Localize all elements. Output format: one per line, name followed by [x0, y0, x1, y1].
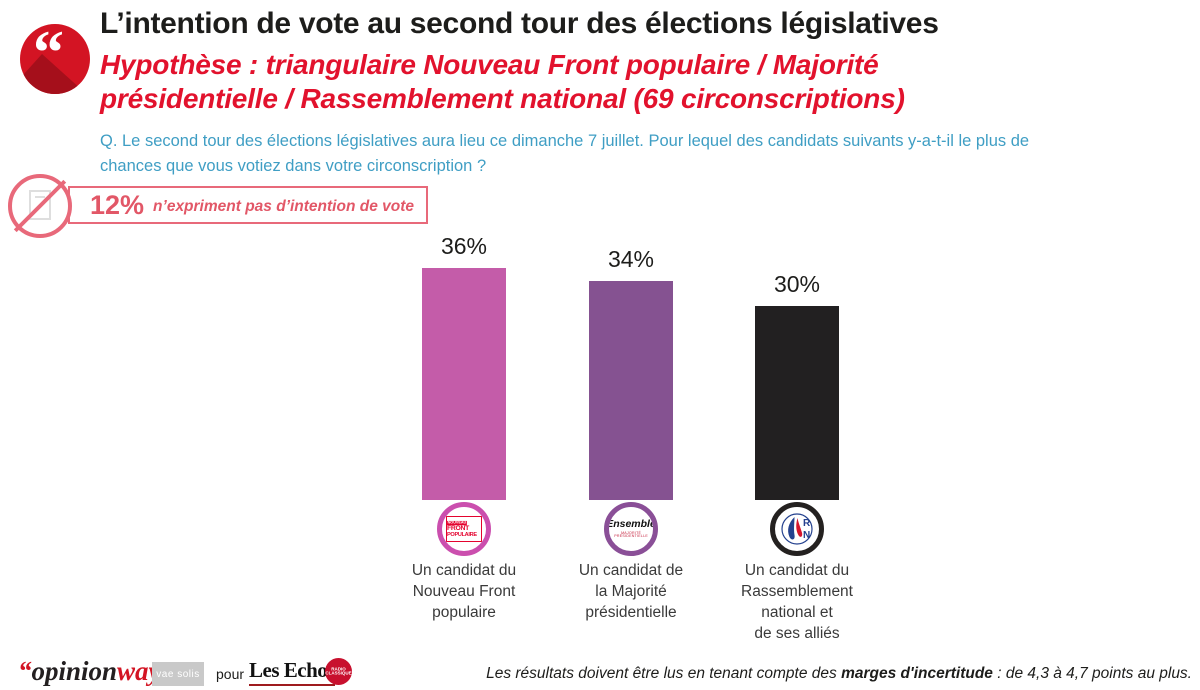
ensemble-subtitle: MAJORITÉ PRÉSIDENTIELLE	[614, 530, 648, 538]
pour-label: pour	[216, 666, 245, 682]
prohibition-line	[13, 179, 67, 233]
bar-caption: Un candidat du Rassemblement national et…	[741, 562, 853, 642]
rn-letter-n: N	[803, 530, 810, 541]
opinionway-quote: “	[18, 656, 32, 686]
rn-flame-icon: R N	[781, 513, 813, 545]
note-prefix: Les résultats doivent être lus en tenant…	[486, 665, 842, 682]
page-subtitle: Hypothèse : triangulaire Nouveau Front p…	[100, 49, 905, 114]
vae-solis-logo: vae solis	[152, 662, 204, 686]
bar-caption: Un candidat de la Majorité présidentiell…	[578, 562, 684, 621]
opinionway-part1: opinion	[31, 656, 118, 686]
quote-glyph: “	[33, 24, 64, 87]
ensemble-logo: Ensemble MAJORITÉ PRÉSIDENTIELLE	[606, 517, 656, 540]
bar-value-label: 34%	[607, 246, 655, 272]
bar-column-nfp: 36% NOUVEAU FRONT POPULAIRE Un candidat …	[374, 233, 554, 623]
lesechos-logo: Les Echos	[249, 658, 335, 686]
quote-icon: “	[20, 24, 90, 94]
nfp-logo: NOUVEAU FRONT POPULAIRE	[446, 516, 482, 542]
party-logo-nfp: NOUVEAU FRONT POPULAIRE	[437, 502, 491, 556]
nfp-line2: FRONT	[447, 524, 469, 533]
bar	[422, 268, 506, 500]
party-logo-rn: R N	[770, 502, 824, 556]
bar	[755, 306, 839, 500]
margin-of-error-note: Les résultats doivent être lus en tenant…	[486, 665, 1192, 683]
ensemble-title: Ensemble	[606, 517, 656, 530]
bar	[589, 281, 673, 500]
bar-caption: Un candidat du Nouveau Front populaire	[411, 562, 517, 621]
nfp-line3: POPULAIRE	[447, 530, 477, 538]
no-vote-value: 12%	[90, 189, 145, 220]
opinionway-logo: “opinionway	[18, 656, 161, 686]
bar-value-label: 30%	[773, 271, 821, 297]
no-vote-icon	[8, 174, 72, 238]
nfp-line1: NOUVEAU	[447, 520, 467, 526]
bar-column-ensemble: 34% Ensemble MAJORITÉ PRÉSIDENTIELLE Un …	[541, 240, 721, 623]
radio-classique-text: RADIO CLASSIQUE	[325, 667, 352, 676]
no-vote-label: n’expriment pas d’intention de vote	[153, 197, 414, 215]
party-logo-ensemble: Ensemble MAJORITÉ PRÉSIDENTIELLE	[604, 502, 658, 556]
page-title: L’intention de vote au second tour des é…	[100, 7, 939, 40]
bar-value-label: 36%	[440, 233, 488, 259]
rn-letter-r: R	[803, 518, 811, 529]
no-vote-badge: 12% n’expriment pas d’intention de vote	[68, 186, 428, 224]
survey-question: Q. Le second tour des élections législat…	[100, 132, 1030, 175]
ballot-box-icon	[29, 190, 51, 220]
note-suffix: : de 4,3 à 4,7 points au plus.	[992, 665, 1192, 682]
bar-column-rn: 30% R N Un candidat du Rassemblement nat…	[707, 240, 887, 644]
note-bold: marges d'incertitude	[841, 665, 993, 682]
radio-classique-logo: RADIO CLASSIQUE	[325, 658, 352, 685]
